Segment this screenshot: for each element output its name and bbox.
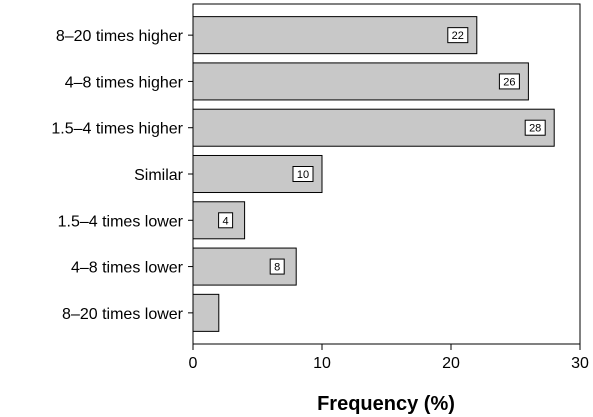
data-label: 26 [503,76,515,88]
x-axis-title: Frequency (%) [317,393,455,415]
data-label-box [292,166,314,182]
bar [192,108,555,147]
x-tick-label: 10 [313,355,331,372]
category-label: 1.5–4 times lower [58,213,184,230]
category-labels: 8–20 times higher 4–8 times higher 1.5–4 t… [51,28,193,323]
data-label: 22 [452,30,464,42]
category-label: 4–8 times lower [71,260,184,277]
bar [192,16,478,55]
category-label: 8–20 times higher [56,28,184,45]
x-tick-label: 20 [442,355,460,372]
x-tick-label: 30 [571,355,589,372]
data-label-box [447,27,469,44]
x-tick-label: 0 [189,355,198,372]
bar [192,201,246,240]
category-label: 8–20 times lower [62,306,184,323]
data-label: 8 [274,262,280,274]
data-label: 10 [297,169,309,181]
x-axis-ticks: 0 10 20 30 [189,344,589,372]
category-label: 1.5–4 times higher [51,121,183,138]
data-label-box [269,258,285,275]
category-label: Similar [134,167,184,184]
data-label-box [498,73,520,90]
category-label: 4–8 times higher [65,74,184,91]
data-label: 28 [529,123,541,135]
bar [192,62,529,101]
data-label: 4 [223,215,229,227]
bars-layer: 22 26 28 10 4 8 [192,16,555,332]
data-label-box [218,212,234,229]
data-label-box [524,119,546,136]
bar [192,293,220,332]
